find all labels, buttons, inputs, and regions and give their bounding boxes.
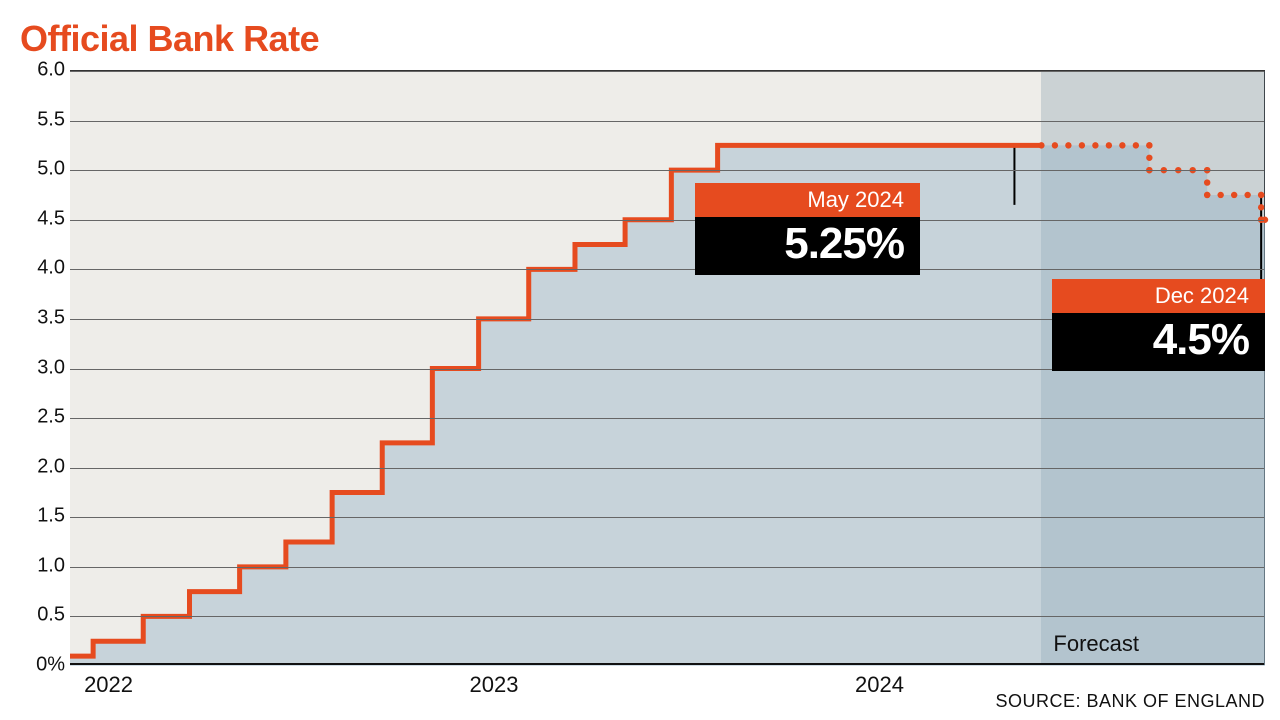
y-tick-label: 5.5	[15, 108, 65, 131]
callout-value: 4.5%	[1052, 313, 1265, 371]
x-tick-label: 2023	[470, 672, 519, 698]
x-tick-label: 2024	[855, 672, 904, 698]
source-label: SOURCE: BANK OF ENGLAND	[995, 691, 1265, 712]
forecast-dot	[1146, 142, 1152, 148]
y-tick-label: 0%	[15, 654, 65, 677]
y-tick-label: 1.5	[15, 505, 65, 528]
forecast-dot	[1146, 155, 1152, 161]
forecast-dot	[1204, 179, 1210, 185]
y-tick-label: 4.5	[15, 207, 65, 230]
gridline	[70, 468, 1264, 469]
forecast-label: Forecast	[1053, 631, 1139, 657]
gridline	[70, 71, 1264, 72]
gridline	[70, 269, 1264, 270]
callout-dec-2024: Dec 20244.5%	[1052, 279, 1265, 371]
y-tick-label: 1.0	[15, 554, 65, 577]
gridline	[70, 616, 1264, 617]
callout-header: May 2024	[695, 183, 920, 217]
chart-title: Official Bank Rate	[20, 18, 319, 60]
x-tick-label: 2022	[84, 672, 133, 698]
callout-may-2024: May 20245.25%	[695, 183, 920, 275]
gridline	[70, 517, 1264, 518]
forecast-dot	[1133, 142, 1139, 148]
forecast-dot	[1106, 142, 1112, 148]
forecast-dot	[1038, 142, 1044, 148]
y-tick-label: 3.0	[15, 356, 65, 379]
x-axis-baseline	[70, 663, 1264, 665]
y-tick-label: 2.0	[15, 455, 65, 478]
forecast-dot	[1052, 142, 1058, 148]
y-tick-label: 4.0	[15, 257, 65, 280]
gridline	[70, 567, 1264, 568]
forecast-dot	[1258, 204, 1264, 210]
forecast-dot	[1231, 192, 1237, 198]
forecast-dot	[1119, 142, 1125, 148]
forecast-dot	[1079, 142, 1085, 148]
y-tick-label: 5.0	[15, 158, 65, 181]
y-tick-label: 0.5	[15, 604, 65, 627]
forecast-dot	[1204, 192, 1210, 198]
callout-value: 5.25%	[695, 217, 920, 275]
y-tick-label: 6.0	[15, 59, 65, 82]
forecast-dot	[1092, 142, 1098, 148]
forecast-dot	[1244, 192, 1250, 198]
callout-header: Dec 2024	[1052, 279, 1265, 313]
gridline	[70, 121, 1264, 122]
area-fill	[70, 145, 1265, 666]
forecast-dot	[1258, 192, 1264, 198]
gridline	[70, 170, 1264, 171]
gridline	[70, 220, 1264, 221]
forecast-dot	[1065, 142, 1071, 148]
gridline	[70, 418, 1264, 419]
y-tick-label: 2.5	[15, 406, 65, 429]
y-tick-label: 3.5	[15, 306, 65, 329]
forecast-dot	[1217, 192, 1223, 198]
